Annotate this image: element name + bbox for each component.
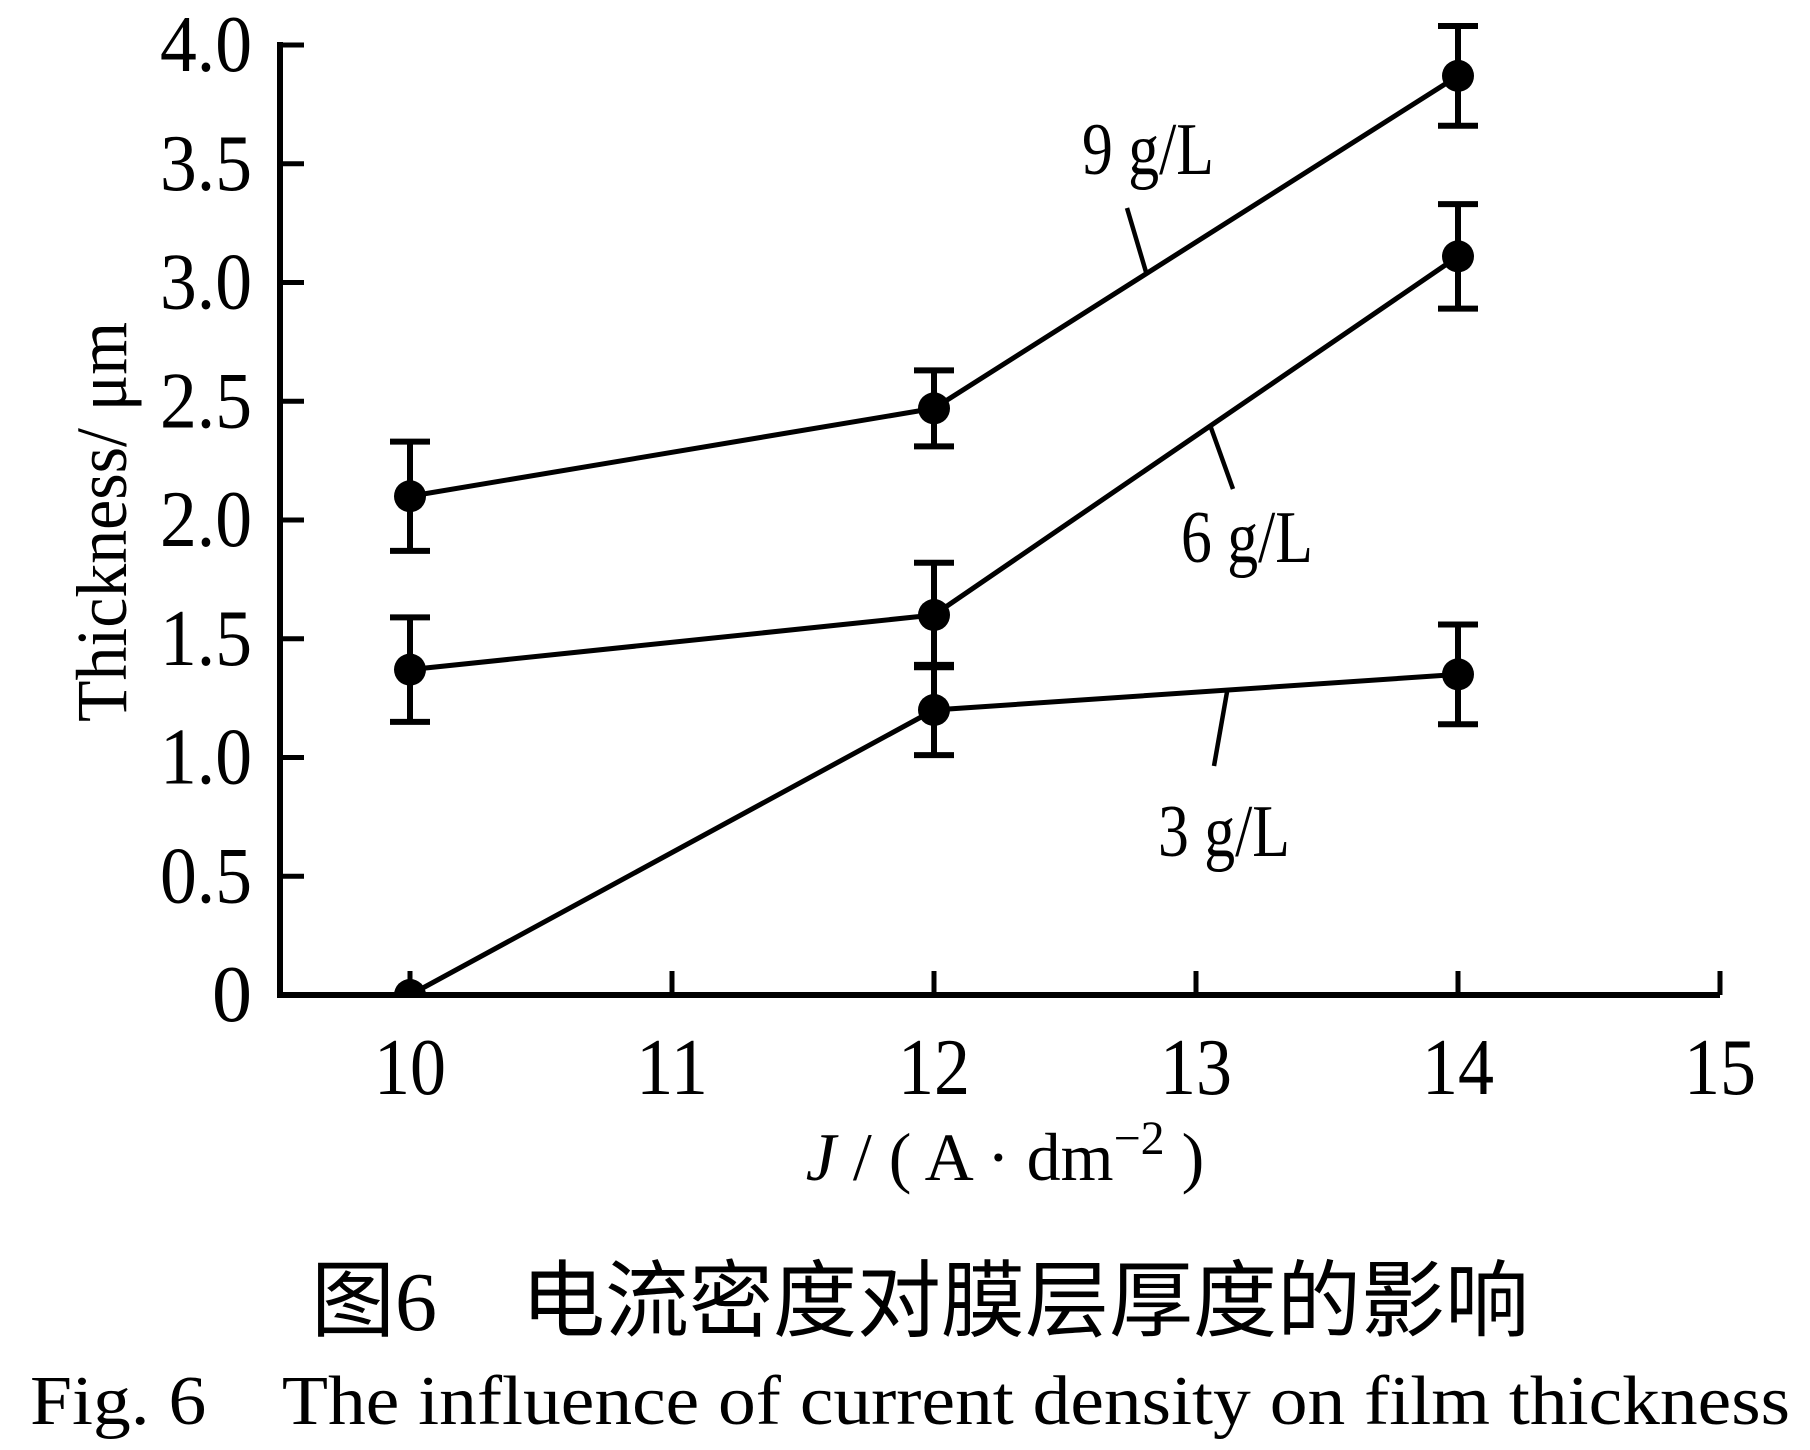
x-tick-label: 11 bbox=[636, 1024, 708, 1112]
caption-english: Fig. 6 The influence of current density … bbox=[30, 1363, 1790, 1440]
data-point-marker bbox=[918, 694, 950, 726]
data-point-marker bbox=[394, 653, 426, 686]
y-tick-label: 3.5 bbox=[160, 120, 252, 208]
caption-chinese: 图6 电流密度对膜层厚度的影响 bbox=[311, 1256, 1529, 1349]
y-tick-label: 3.0 bbox=[160, 239, 252, 327]
annotation-layer: 9 g/L 6 g/L 3 g/L bbox=[1082, 109, 1313, 873]
series-label: 6 g/L bbox=[1181, 497, 1313, 579]
series-label: 9 g/L bbox=[1082, 109, 1214, 191]
y-tick-label: 1.5 bbox=[160, 595, 252, 683]
series-label: 3 g/L bbox=[1158, 791, 1290, 873]
series-label-leader bbox=[1124, 207, 1149, 273]
x-tick-label: 15 bbox=[1684, 1024, 1756, 1112]
data-point-marker bbox=[918, 599, 950, 631]
x-tick-label: 14 bbox=[1422, 1024, 1494, 1112]
x-tick-label: 13 bbox=[1160, 1024, 1232, 1112]
data-point-marker bbox=[1442, 240, 1474, 273]
data-point-marker bbox=[918, 392, 950, 425]
x-axis-title-variable: J bbox=[806, 1119, 839, 1195]
y-tick-label: 2.5 bbox=[160, 357, 252, 445]
y-tick-label: 4.0 bbox=[160, 1, 252, 89]
x-axis-title-units: / ( A · dm bbox=[836, 1119, 1114, 1195]
y-axis-title: Thickness/ μm bbox=[62, 322, 142, 722]
y-tick-label: 2.0 bbox=[160, 476, 252, 564]
data-point-marker bbox=[1442, 658, 1474, 691]
y-tick-label: 1.0 bbox=[160, 714, 252, 802]
x-axis-title-close-paren: ) bbox=[1165, 1119, 1205, 1195]
x-tick-label: 10 bbox=[374, 1024, 446, 1112]
data-point-marker bbox=[1442, 59, 1474, 92]
data-point-marker bbox=[394, 979, 426, 995]
x-tick-label: 12 bbox=[898, 1024, 970, 1112]
y-tick-label: 0 bbox=[212, 951, 252, 1039]
x-axis-title-exponent: −2 bbox=[1114, 1112, 1165, 1165]
axes-layer: 0 0.5 1.0 1.5 2.0 2.5 3.0 3.5 4.0 10 11 12 13 14 15 bbox=[160, 1, 1756, 1112]
series-layer bbox=[390, 23, 1478, 995]
series-label-leader bbox=[1207, 424, 1236, 490]
series-label-leader bbox=[1211, 691, 1230, 767]
x-axis-title: J / ( A · dm−2 ) bbox=[806, 1112, 1205, 1195]
y-tick-label: 0.5 bbox=[160, 832, 252, 920]
data-point-marker bbox=[394, 480, 426, 513]
